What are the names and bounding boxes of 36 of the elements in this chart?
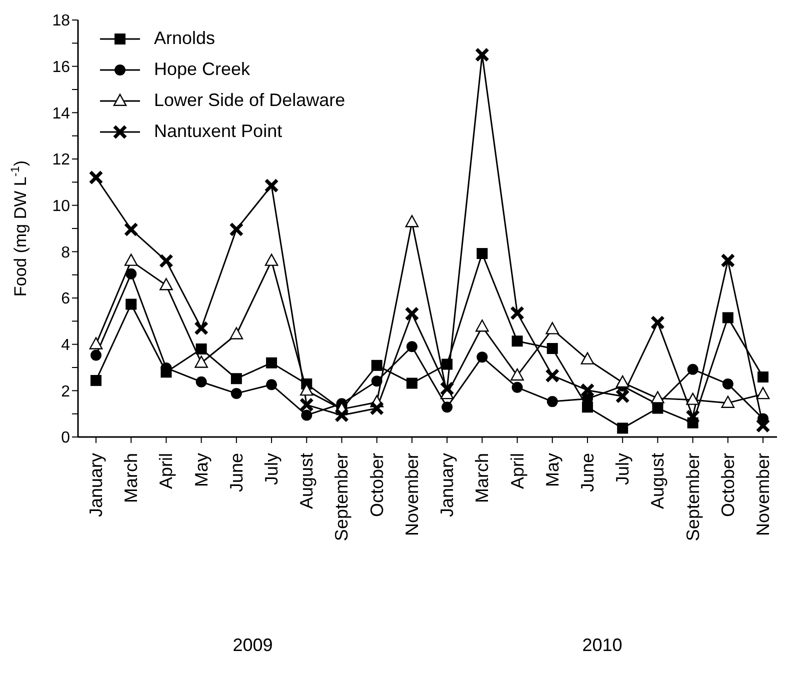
y-tick-label: 18	[52, 12, 70, 30]
x-tick-label: June	[226, 453, 246, 492]
x-tick-label: September	[332, 453, 352, 542]
x-tick-label: May	[542, 453, 562, 488]
x-tick-label: April	[156, 453, 176, 490]
y-tick-label: 6	[61, 290, 70, 308]
x-tick-label: April	[507, 453, 528, 490]
x-tick-label: June	[577, 453, 598, 492]
x-tick-label: July	[262, 453, 282, 486]
x-tick-label: November	[753, 452, 773, 536]
x-tick-label: July	[612, 453, 633, 486]
legend-label: Lower Side of Delaware	[154, 90, 346, 111]
y-tick-label: 2	[61, 383, 70, 400]
y-tick-label: 16	[52, 59, 70, 76]
x-tick-label: August	[296, 453, 317, 510]
x-tick-label: September	[682, 453, 703, 542]
x-tick-label: October	[718, 452, 738, 518]
text: 2009	[232, 635, 274, 656]
y-tick-label: 10	[52, 198, 70, 216]
x-tick-label: May	[191, 453, 212, 488]
legend-label: Nantuxent Point	[154, 121, 282, 142]
y-tick-label: 0	[61, 430, 70, 447]
text: 2010	[581, 635, 624, 656]
x-tick-label: March	[472, 453, 492, 504]
legend-label: Hope Creek	[154, 59, 250, 80]
y-tick-label: 8	[61, 244, 70, 262]
y-tick-label: 12	[52, 152, 70, 169]
y-tick-label: 4	[61, 337, 70, 354]
x-tick-label: August	[648, 453, 668, 510]
x-tick-label: January	[437, 453, 458, 518]
x-tick-label: January	[86, 453, 106, 518]
legend-label: Arnolds	[154, 28, 216, 49]
x-tick-label: October	[366, 452, 387, 518]
x-tick-label: November	[402, 452, 422, 536]
y-tick-label: 14	[52, 105, 70, 122]
x-tick-label: March	[121, 453, 142, 504]
